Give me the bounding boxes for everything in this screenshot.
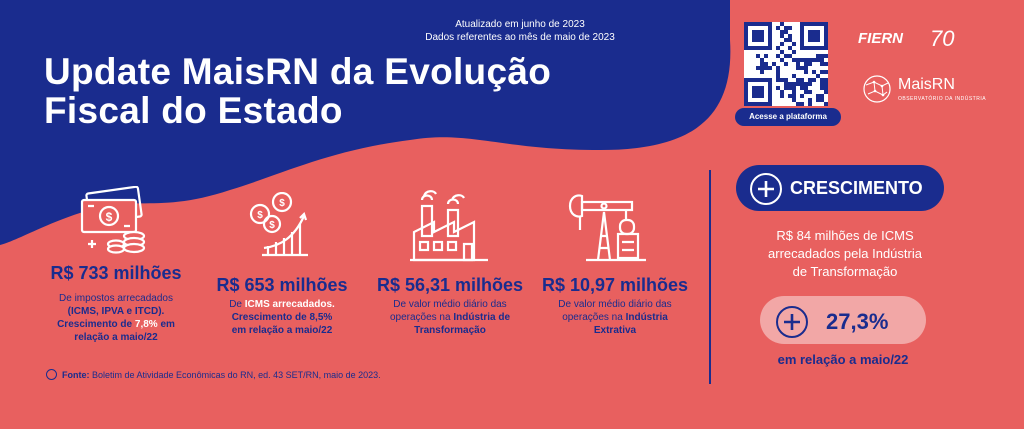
stat-3-description: De valor médio diário das operações na I…	[365, 298, 535, 337]
stat-4-desc-line: Extrativa	[593, 325, 637, 336]
source-label: Fonte:	[62, 370, 90, 380]
fiern-logo: FIERN	[858, 30, 926, 50]
stat-2-desc-line: Crescimento de 8,5%	[231, 312, 333, 323]
info-icon	[46, 369, 57, 380]
money-bills-icon: $	[80, 186, 146, 254]
page-title: Update MaisRN da Evolução Fiscal do Esta…	[44, 52, 551, 130]
stat-4-value: R$ 10,97 milhões	[541, 275, 689, 295]
oil-pump-icon	[568, 194, 646, 262]
stat-3-highlight: Indústria de	[453, 312, 511, 323]
seventy-years-logo: 70	[930, 26, 955, 51]
crescimento-line: de Transformação	[792, 264, 898, 279]
stat-4-description: De valor médio diário das operações na I…	[530, 298, 700, 337]
crescimento-line: R$ 84 milhões de ICMS	[776, 228, 914, 243]
maisrn-logo-subtitle: OBSERVATÓRIO DA INDÚSTRIA	[898, 96, 987, 102]
stat-4-highlight: Indústria	[625, 312, 668, 323]
data-reference: Dados referentes ao mês de maio de 2023	[425, 32, 615, 43]
crescimento-description: R$ 84 milhões de ICMS arrecadados pela I…	[740, 227, 950, 281]
stat-1-desc-line: relação a maio/22	[74, 332, 158, 343]
stat-3-desc-line: Transformação	[414, 325, 486, 336]
stat-4-desc-line: operações na Indústria	[530, 311, 700, 324]
factory-icon	[410, 190, 488, 262]
svg-text:$: $	[279, 198, 285, 209]
maisrn-logo-text: MaisRN	[898, 76, 955, 93]
stat-2-description: De ICMS arrecadados. Crescimento de 8,5%…	[202, 298, 362, 337]
svg-text:$: $	[257, 210, 263, 221]
title-line-1: Update MaisRN da Evolução	[44, 51, 552, 92]
crescimento-label: CRESCIMENTO	[790, 178, 923, 198]
coins-growth-icon: $ $ $	[249, 192, 308, 257]
growth-caption: em relação a maio/22	[777, 352, 909, 367]
maisrn-globe-icon	[863, 75, 891, 103]
plus-icon	[784, 314, 800, 330]
stat-2-desc-line: De ICMS arrecadados.	[202, 298, 362, 311]
stat-1-desc-text: Crescimento de	[57, 319, 135, 330]
stat-1-desc-line: De impostos arrecadados	[59, 293, 173, 304]
source-text: Boletim de Atividade Econômicas do RN, e…	[89, 370, 381, 380]
stat-4-desc-text: operações na	[562, 312, 626, 323]
section-divider	[709, 170, 711, 384]
stat-3-desc-line: De valor médio diário das	[393, 299, 507, 310]
stat-1-desc-text: em	[157, 319, 175, 330]
stat-3-value: R$ 56,31 milhões	[376, 275, 524, 295]
platform-access-button[interactable]: Acesse a plataforma	[735, 108, 841, 126]
stat-2-highlight: ICMS arrecadados.	[244, 299, 335, 310]
svg-text:$: $	[106, 210, 113, 224]
fiern-logo-text: FIERN	[858, 30, 903, 47]
plus-circle-icon	[750, 173, 782, 205]
updated-date: Atualizado em junho de 2023	[455, 19, 585, 30]
stat-1-percent: 7,8%	[134, 319, 158, 330]
stat-2-desc-line: em relação a maio/22	[231, 325, 333, 336]
stat-2-desc-text: De	[229, 299, 245, 310]
stat-2-value: R$ 653 milhões	[216, 275, 348, 295]
source-note: Fonte: Boletim de Atividade Econômicas d…	[62, 370, 381, 380]
stat-3-desc-line: operações na Indústria de	[365, 311, 535, 324]
stat-1-value: R$ 733 milhões	[50, 263, 182, 283]
crescimento-line: arrecadados pela Indústria	[768, 246, 922, 261]
update-note: Atualizado em junho de 2023 Dados refere…	[400, 18, 640, 44]
stat-1-desc-line: (ICMS, IPVA e ITCD).	[67, 306, 165, 317]
stat-1-description: De impostos arrecadados (ICMS, IPVA e IT…	[36, 292, 196, 344]
growth-percent: 27,3%	[826, 309, 889, 334]
plus-circle-icon	[776, 306, 808, 338]
svg-text:$: $	[269, 220, 275, 231]
title-line-2: Fiscal do Estado	[44, 90, 343, 131]
plus-icon	[758, 181, 774, 197]
stat-3-desc-text: operações na	[389, 312, 454, 323]
stat-4-desc-line: De valor médio diário das	[558, 299, 672, 310]
stat-1-desc-line: Crescimento de 7,8% em	[36, 318, 196, 331]
qr-code[interactable]	[744, 22, 828, 106]
